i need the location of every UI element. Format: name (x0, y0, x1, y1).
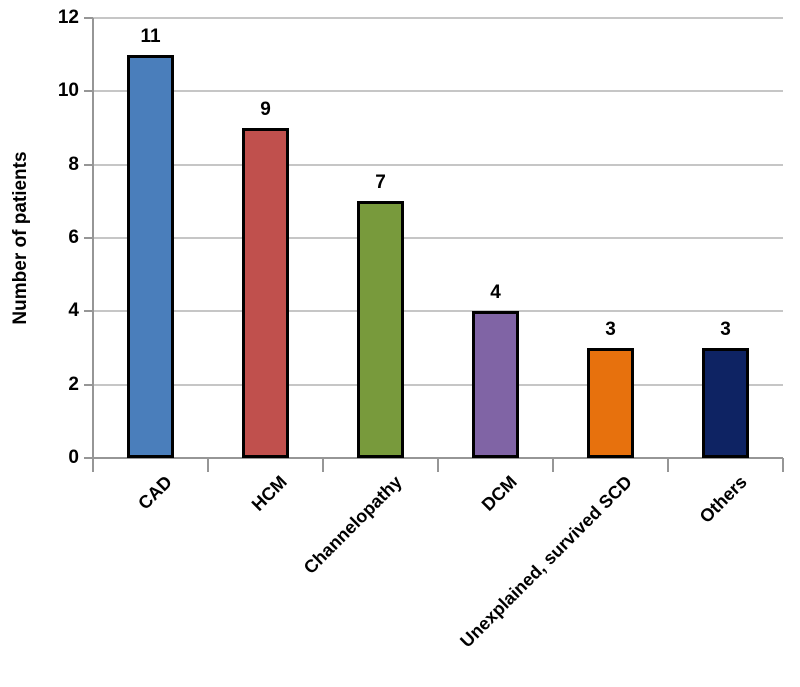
y-axis-tick (84, 310, 93, 313)
x-axis-tick (782, 458, 784, 472)
x-tick-label: HCM (247, 471, 291, 515)
x-tick-label: CAD (133, 471, 176, 514)
value-label: 9 (260, 99, 271, 120)
x-tick-label: DCM (477, 471, 521, 515)
x-axis-tick (207, 458, 209, 472)
value-label: 7 (375, 172, 386, 194)
gridline (93, 383, 783, 386)
value-label: 3 (605, 319, 616, 340)
x-tick-label: Channelopathy (299, 471, 406, 578)
bar (127, 54, 174, 458)
bar (702, 348, 749, 458)
bar (242, 128, 289, 458)
x-axis-tick (322, 458, 324, 472)
y-tick-label: 8 (68, 153, 79, 175)
x-axis-tick (667, 458, 669, 472)
y-tick-label: 4 (68, 300, 79, 322)
x-tick-label: Unexplained, survived SCD (455, 471, 636, 652)
y-axis-line (92, 18, 94, 458)
y-axis-tick (84, 237, 93, 239)
x-axis-tick (437, 458, 439, 472)
y-axis-tick (84, 17, 93, 19)
y-axis-tick (84, 457, 93, 459)
gridline (93, 237, 783, 239)
y-tick-label: 12 (57, 7, 79, 28)
bar (472, 311, 519, 458)
bar (587, 348, 634, 458)
gridline (93, 163, 783, 166)
y-axis-tick (84, 383, 93, 386)
y-axis-tick (84, 163, 93, 166)
y-tick-label: 10 (57, 80, 79, 102)
y-axis-tick (84, 90, 93, 93)
x-tick-label: Others (695, 471, 751, 527)
gridline (93, 90, 783, 93)
y-tick-label: 6 (68, 227, 79, 248)
y-tick-label: 0 (68, 447, 79, 468)
value-label: 11 (140, 25, 161, 47)
x-axis-tick (92, 458, 94, 472)
gridline (93, 17, 783, 19)
bar (357, 201, 404, 458)
y-tick-label: 2 (68, 373, 79, 395)
gridline (93, 310, 783, 313)
x-axis-tick (552, 458, 554, 472)
value-label: 4 (490, 282, 501, 304)
value-label: 3 (720, 319, 731, 340)
